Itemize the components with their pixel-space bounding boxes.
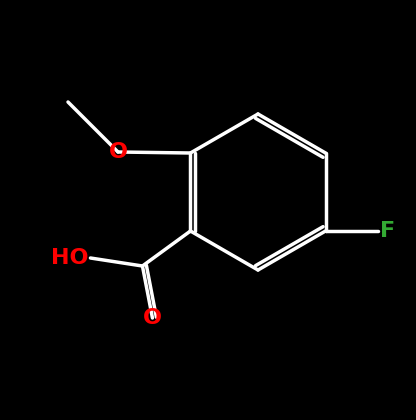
Text: HO: HO — [51, 248, 89, 268]
Text: O: O — [109, 142, 127, 162]
Text: O: O — [143, 308, 162, 328]
Text: F: F — [379, 221, 395, 241]
